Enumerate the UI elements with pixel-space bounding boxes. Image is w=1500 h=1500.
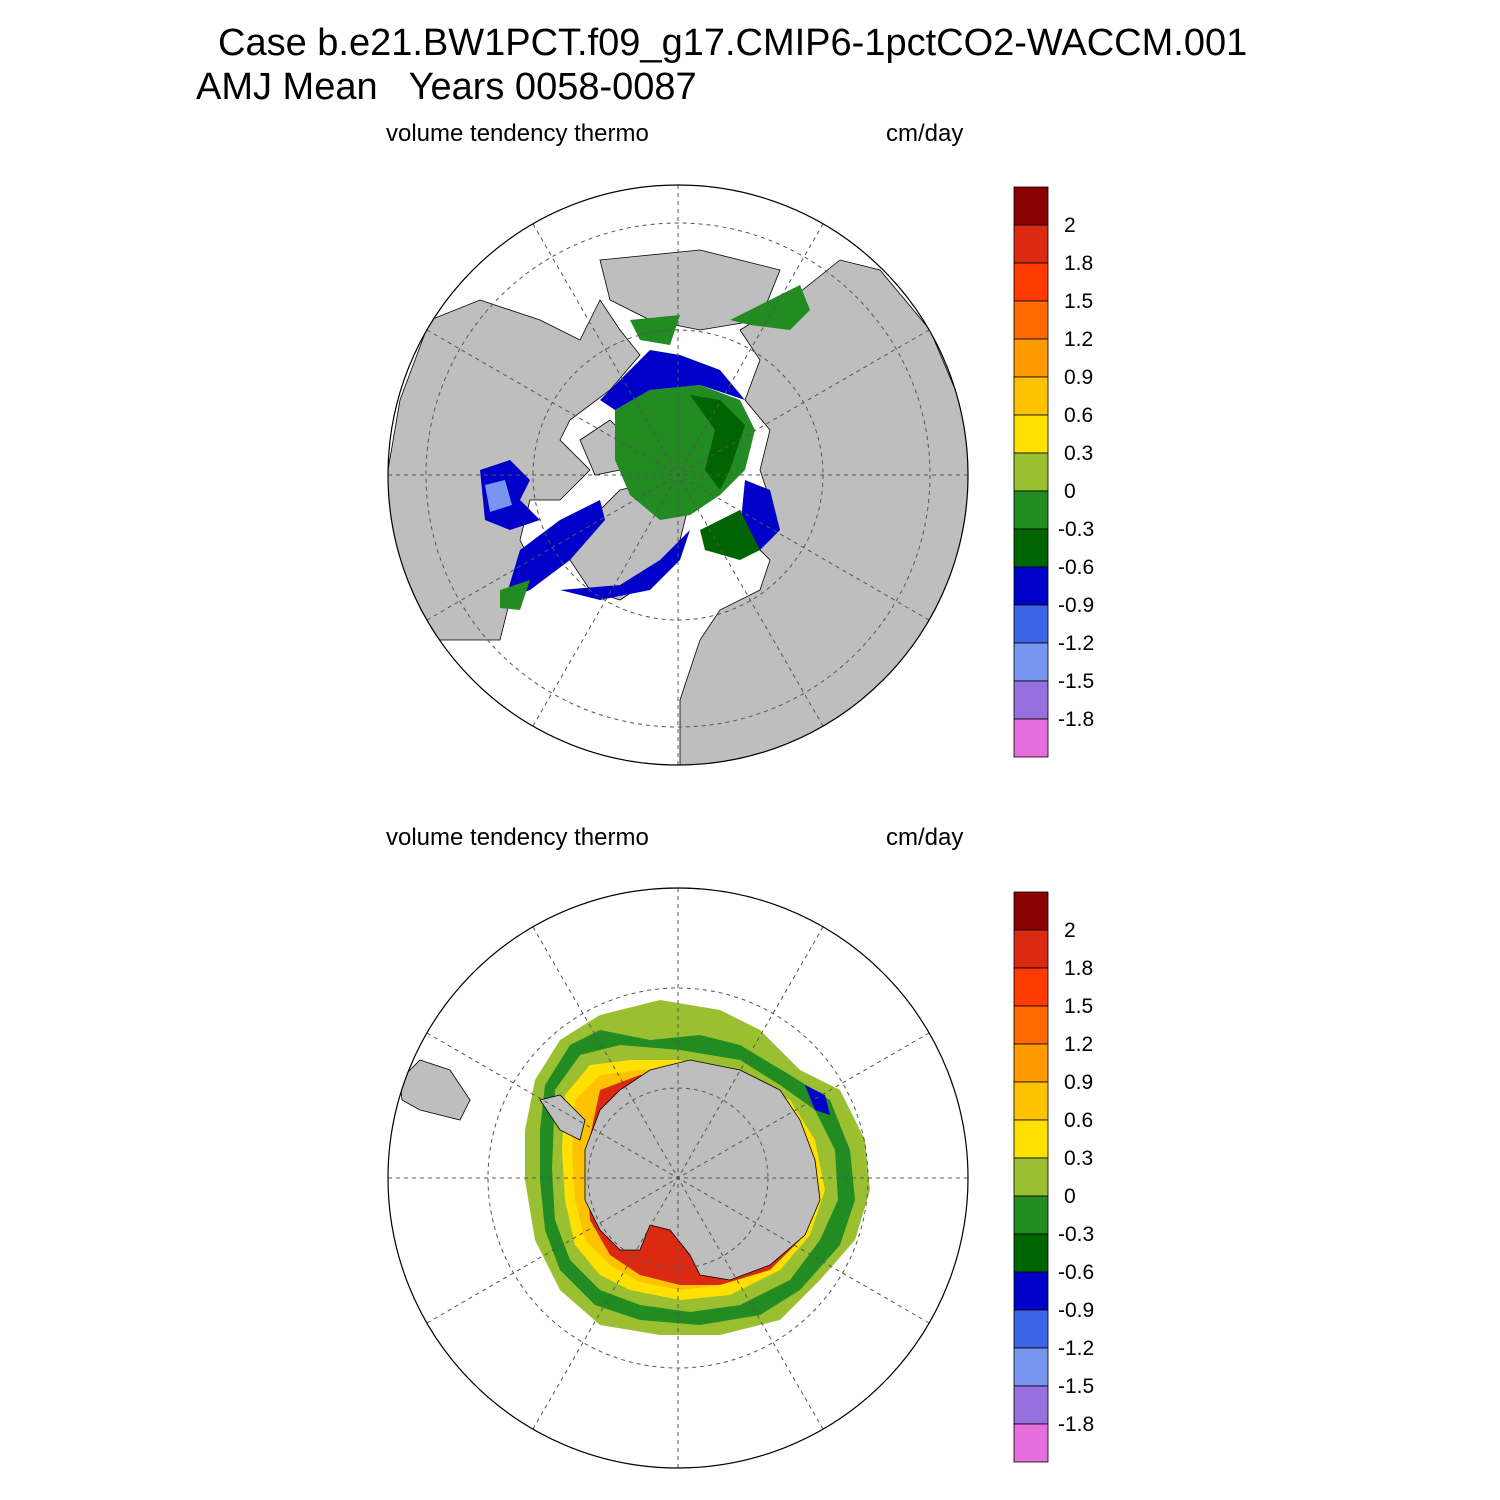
north-colorbar-tick-label: -1.2 bbox=[1058, 632, 1094, 655]
north-land-eurasia bbox=[679, 259, 968, 765]
south-panel-units-label: cm/day bbox=[886, 824, 964, 851]
south-land-antarctica bbox=[584, 1059, 821, 1281]
north-polar-map bbox=[387, 184, 969, 766]
south-colorbar-swatch bbox=[1013, 1309, 1049, 1349]
figure-title-line-1: Case b.e21.BW1PCT.f09_g17.CMIP6-1pctCO2-… bbox=[218, 22, 1248, 64]
south-colorbar-swatch bbox=[1013, 1423, 1049, 1463]
north-colorbar-swatch bbox=[1013, 490, 1049, 530]
north-colorbar-tick-label: 1.2 bbox=[1064, 328, 1093, 351]
south-polar-map bbox=[387, 887, 969, 1469]
north-colorbar-tick-label: 2 bbox=[1064, 214, 1076, 237]
south-colorbar-tick-label: 1.2 bbox=[1064, 1033, 1093, 1056]
north-colorbar-swatch bbox=[1013, 528, 1049, 568]
south-colorbar-swatch bbox=[1013, 1119, 1049, 1159]
south-panel-variable-label: volume tendency thermo bbox=[386, 824, 649, 851]
south-colorbar-tick-label: -1.8 bbox=[1058, 1413, 1094, 1436]
north-colorbar-tick-label: -0.6 bbox=[1058, 556, 1094, 579]
north-colorbar-swatch bbox=[1013, 414, 1049, 454]
north-panel-variable-label: volume tendency thermo bbox=[386, 120, 649, 147]
north-colorbar-tick-label: 0.6 bbox=[1064, 404, 1093, 427]
south-colorbar-tick-label: -1.5 bbox=[1058, 1375, 1094, 1398]
north-ice-labrador-green bbox=[500, 580, 530, 610]
north-map-border bbox=[387, 184, 969, 766]
south-land-south-america bbox=[399, 1059, 471, 1121]
north-ice-baffin-blue bbox=[505, 500, 605, 600]
north-colorbar-swatch bbox=[1013, 186, 1049, 226]
south-colorbar-swatch bbox=[1013, 1347, 1049, 1387]
south-colorbar-swatch bbox=[1013, 967, 1049, 1007]
south-colorbar-tick-label: 0.6 bbox=[1064, 1109, 1093, 1132]
north-colorbar: 2 1.8 1.5 1.2 0.9 0.6 0.3 0 -0.3 -0.6 -0.9 -1.2 -1.5… bbox=[1013, 186, 1094, 758]
north-colorbar-tick-label: -1.5 bbox=[1058, 670, 1094, 693]
south-colorbar-tick-label: 0.9 bbox=[1064, 1071, 1093, 1094]
north-colorbar-swatch bbox=[1013, 718, 1049, 758]
north-ice-central-arctic-dark bbox=[690, 395, 745, 490]
south-colorbar-swatch bbox=[1013, 1157, 1049, 1197]
north-ice-hudson-blue bbox=[480, 460, 540, 530]
south-colorbar-swatch bbox=[1013, 1271, 1049, 1311]
north-colorbar-tick-label: 0 bbox=[1064, 480, 1076, 503]
north-colorbar-swatch bbox=[1013, 376, 1049, 416]
south-colorbar-tick-label: 0.3 bbox=[1064, 1147, 1093, 1170]
north-colorbar-swatch bbox=[1013, 566, 1049, 606]
south-colorbar-swatch bbox=[1013, 1195, 1049, 1235]
south-colorbar-tick-label: 0 bbox=[1064, 1185, 1076, 1208]
north-colorbar-swatch bbox=[1013, 642, 1049, 682]
north-colorbar-swatch bbox=[1013, 262, 1049, 302]
north-ice-siberian-shelf-blue bbox=[600, 350, 745, 410]
south-colorbar-swatch bbox=[1013, 929, 1049, 969]
north-colorbar-tick-label: -0.3 bbox=[1058, 518, 1094, 541]
north-panel-units-label: cm/day bbox=[886, 120, 964, 147]
south-colorbar-tick-label: 1.5 bbox=[1064, 995, 1093, 1018]
south-colorbar-swatch bbox=[1013, 1081, 1049, 1121]
north-land-siberia bbox=[599, 249, 781, 331]
south-map-border bbox=[387, 887, 969, 1469]
north-colorbar-tick-label: 0.3 bbox=[1064, 442, 1093, 465]
north-ice-hudson-lavender bbox=[485, 480, 512, 512]
north-colorbar-tick-label: 1.8 bbox=[1064, 252, 1093, 275]
south-colorbar-swatch bbox=[1013, 1005, 1049, 1045]
north-ice-east-greenland bbox=[560, 530, 690, 600]
north-colorbar-tick-label: -0.9 bbox=[1058, 594, 1094, 617]
north-colorbar-swatch bbox=[1013, 224, 1049, 264]
south-colorbar-tick-label: -1.2 bbox=[1058, 1337, 1094, 1360]
north-colorbar-swatch bbox=[1013, 680, 1049, 720]
south-colorbar-tick-label: -0.6 bbox=[1058, 1261, 1094, 1284]
north-colorbar-swatch bbox=[1013, 300, 1049, 340]
north-colorbar-swatch bbox=[1013, 338, 1049, 378]
south-colorbar: 2 1.8 1.5 1.2 0.9 0.6 0.3 0 -0.3 -0.6 -0.9 -1.2 -1.5… bbox=[1013, 891, 1094, 1463]
north-ice-okhotsk bbox=[730, 285, 810, 330]
figure-title-line-2: AMJ Mean Years 0058-0087 bbox=[196, 66, 697, 108]
south-graticule bbox=[388, 888, 968, 1468]
south-colorbar-swatch bbox=[1013, 1233, 1049, 1273]
south-ice-weddell-blue bbox=[805, 1085, 830, 1115]
north-colorbar-swatch bbox=[1013, 604, 1049, 644]
north-colorbar-tick-label: 1.5 bbox=[1064, 290, 1093, 313]
south-colorbar-tick-label: -0.9 bbox=[1058, 1299, 1094, 1322]
north-colorbar-tick-label: 0.9 bbox=[1064, 366, 1093, 389]
north-graticule bbox=[388, 185, 968, 765]
south-colorbar-swatch bbox=[1013, 891, 1049, 931]
south-colorbar-tick-label: 2 bbox=[1064, 919, 1076, 942]
south-colorbar-tick-label: -0.3 bbox=[1058, 1223, 1094, 1246]
south-colorbar-swatch bbox=[1013, 1385, 1049, 1425]
north-colorbar-tick-label: -1.8 bbox=[1058, 708, 1094, 731]
north-colorbar-swatch bbox=[1013, 452, 1049, 492]
north-ice-bering bbox=[630, 315, 680, 345]
south-land-peninsula bbox=[539, 1094, 586, 1141]
north-ice-barents-green bbox=[700, 510, 760, 560]
south-colorbar-swatch bbox=[1013, 1043, 1049, 1083]
south-colorbar-tick-label: 1.8 bbox=[1064, 957, 1093, 980]
